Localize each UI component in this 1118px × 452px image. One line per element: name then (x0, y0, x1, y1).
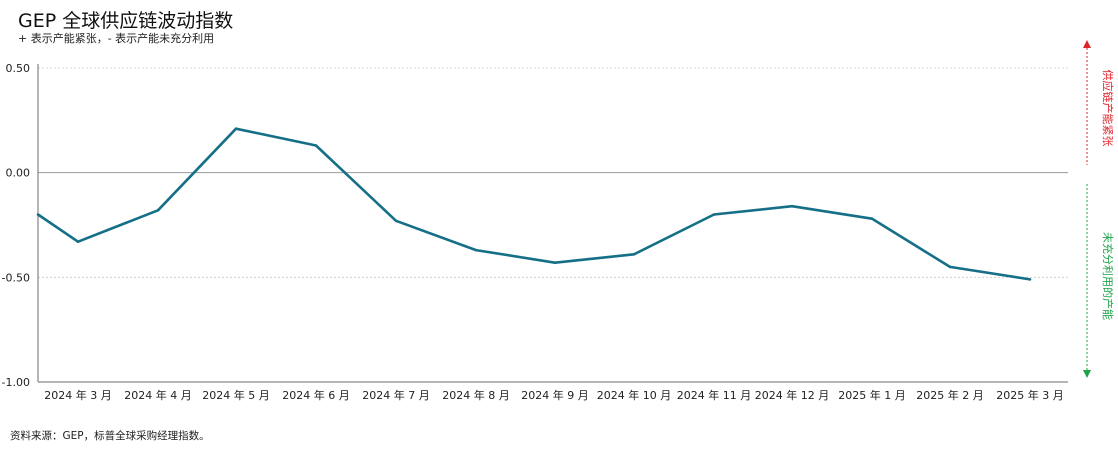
x-tick-label: 2024 年 4 月 (124, 388, 191, 402)
x-tick-label: 2024 年 6 月 (282, 388, 349, 402)
capacity-tight-label: 供应链产能紧张 (1101, 70, 1115, 147)
chart-subtitle: + 表示产能紧张，- 表示产能未充分利用 (18, 32, 215, 45)
data-point (1028, 278, 1032, 281)
data-point (870, 217, 874, 220)
data-point (474, 248, 478, 252)
y-tick-label: 0.50 (6, 62, 31, 75)
x-tick-label: 2025 年 1 月 (838, 388, 905, 402)
x-tick-label: 2025 年 2 月 (916, 388, 983, 402)
x-tick-label: 2024 年 10 月 (597, 388, 671, 402)
data-point (712, 213, 716, 216)
x-tick-label: 2024 年 8 月 (442, 388, 509, 402)
x-tick-label: 2024 年 12 月 (755, 388, 829, 402)
data-point (156, 209, 160, 212)
data-point (394, 219, 398, 223)
data-point (76, 240, 80, 243)
y-tick-label: -0.50 (2, 271, 30, 284)
x-tick-label: 2024 年 11 月 (677, 388, 751, 402)
data-point (36, 213, 40, 216)
x-tick-label: 2024 年 7 月 (362, 388, 429, 402)
x-tick-label: 2025 年 3 月 (996, 388, 1063, 402)
data-point (314, 144, 318, 147)
source-note: 资料来源：GEP，标普全球采购经理指数。 (10, 430, 210, 442)
data-point (553, 261, 557, 265)
data-point (234, 127, 238, 130)
data-point (790, 204, 794, 208)
down-arrow-icon (1083, 370, 1091, 378)
x-tick-label: 2024 年 3 月 (44, 388, 111, 402)
spare-capacity-label: 未充分利用的产能 (1101, 232, 1115, 320)
x-tick-label: 2024 年 9 月 (521, 388, 588, 402)
up-arrow-icon (1083, 40, 1091, 48)
x-tick-label: 2024 年 5 月 (202, 388, 269, 402)
data-point (948, 265, 952, 269)
y-tick-label: -1.00 (2, 376, 30, 389)
y-tick-label: 0.00 (6, 167, 31, 180)
data-point (632, 253, 636, 256)
series-line (37, 127, 1031, 281)
chart-title: GEP 全球供应链波动指数 (18, 10, 234, 32)
